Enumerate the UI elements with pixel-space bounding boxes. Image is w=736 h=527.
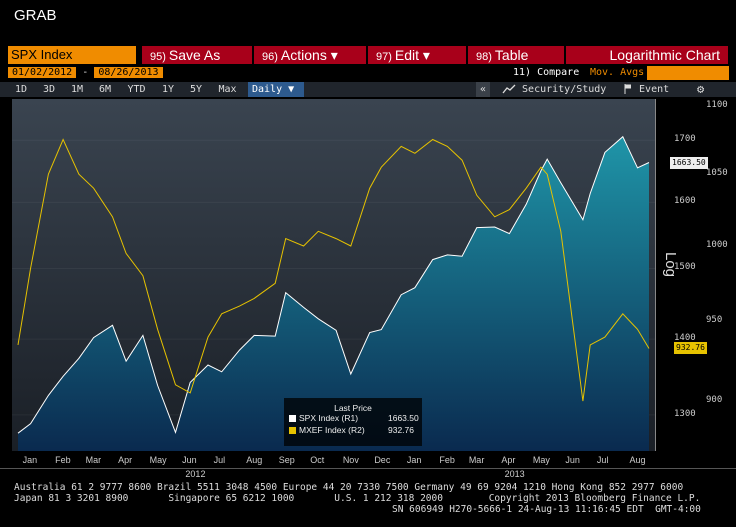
window-title: GRAB xyxy=(14,7,57,24)
footer-line-3: SN 606949 H270-5666-1 24-Aug-13 11:16:45… xyxy=(392,504,701,515)
x-tick-9: Oct xyxy=(310,455,325,465)
security-study-button[interactable]: Security/Study xyxy=(502,82,606,97)
x-tick-0: Jan xyxy=(22,455,38,465)
edit-button[interactable]: 97) Edit ▾ xyxy=(368,46,466,64)
edit-number: 97) xyxy=(376,51,392,63)
legend-entry-spx: SPX Index (R1) 1663.50 xyxy=(289,413,422,425)
collapse-button[interactable]: « xyxy=(476,82,490,97)
y-tick-right-1050: 1050 xyxy=(706,168,728,179)
period-5y[interactable]: 5Y xyxy=(189,84,203,95)
period-bar xyxy=(0,82,736,97)
x-tick-2: Mar xyxy=(85,455,102,465)
period-max[interactable]: Max xyxy=(218,84,237,95)
y-tick-right-1100: 1100 xyxy=(706,99,728,110)
legend-label-mxef: MXEF Index (R2) xyxy=(299,425,365,435)
x-tick-19: Aug xyxy=(629,455,646,465)
period-ytd[interactable]: YTD xyxy=(127,84,146,95)
mov-avgs-button[interactable]: Mov. Avgs xyxy=(590,67,645,78)
x-tick-11: Dec xyxy=(374,455,391,465)
compare-button[interactable]: 11) Compare xyxy=(513,67,580,78)
save-as-label: Save As xyxy=(168,47,221,63)
mxef-last-value-tag: 932.76 xyxy=(674,342,707,355)
x-tick-17: Jun xyxy=(565,455,580,465)
actions-label: Actions ▾ xyxy=(280,47,338,63)
footer-line-1: Australia 61 2 9777 8600 Brazil 5511 304… xyxy=(14,482,684,493)
spx-area-fill xyxy=(18,136,649,451)
start-date-input[interactable]: 01/02/2012 xyxy=(8,67,77,78)
right-axis-line xyxy=(655,99,656,451)
mov-avgs-field[interactable] xyxy=(647,66,729,80)
settings-gear-icon[interactable]: ⚙ xyxy=(697,82,705,96)
x-year-2013: 2013 xyxy=(504,469,525,479)
period-3d[interactable]: 3D xyxy=(42,84,56,95)
event-button[interactable]: Event xyxy=(624,82,669,97)
y-tick-right-900: 900 xyxy=(706,395,723,406)
actions-button[interactable]: 96) Actions ▾ xyxy=(254,46,366,64)
legend-title: Last Price xyxy=(334,403,372,413)
table-number: 98) xyxy=(476,51,492,63)
x-tick-6: Jul xyxy=(213,455,226,465)
save-as-number: 95) xyxy=(150,51,166,63)
x-tick-7: Aug xyxy=(246,455,263,465)
x-tick-10: Nov xyxy=(342,455,359,465)
legend: Last Price SPX Index (R1) 1663.50 MXEF I… xyxy=(284,398,422,446)
event-label: Event xyxy=(639,84,670,95)
log-axis-label: Log xyxy=(662,252,679,278)
study-chart-icon xyxy=(502,84,516,94)
y-tick-right-1000: 1000 xyxy=(706,239,728,250)
spx-last-value-tag: 1663.50 xyxy=(670,156,708,169)
save-as-button[interactable]: 95) Save As xyxy=(142,46,252,64)
x-tick-1: Feb xyxy=(55,455,71,465)
actions-number: 96) xyxy=(262,51,278,63)
flag-icon xyxy=(624,84,631,94)
x-tick-5: Jun xyxy=(182,455,197,465)
chart-type-button[interactable]: Logarithmic Chart xyxy=(566,46,728,64)
legend-entry-mxef: MXEF Index (R2) 932.76 xyxy=(289,425,422,437)
y-tick-left-1400: 1400 xyxy=(674,333,696,344)
footer-line-2: Japan 81 3 3201 8900 Singapore 65 6212 1… xyxy=(14,493,701,504)
security-study-label: Security/Study xyxy=(522,84,607,95)
ticker-field[interactable]: SPX Index xyxy=(8,46,136,64)
chart-plot-area xyxy=(12,99,655,451)
x-tick-8: Sep xyxy=(278,455,295,465)
period-1m[interactable]: 1M xyxy=(70,84,84,95)
x-tick-18: Jul xyxy=(596,455,609,465)
date-range: 01/02/2012 - 08/26/2013 xyxy=(8,66,163,80)
y-tick-left-1600: 1600 xyxy=(674,196,696,207)
y-tick-left-1300: 1300 xyxy=(674,408,696,419)
x-tick-4: May xyxy=(149,455,167,465)
y-tick-left-1500: 1500 xyxy=(674,262,696,273)
legend-value-spx: 1663.50 xyxy=(388,413,419,423)
end-date-input[interactable]: 08/26/2013 xyxy=(94,67,163,78)
legend-swatch-mxef xyxy=(289,427,296,435)
mxef-series-line xyxy=(17,138,650,402)
x-tick-3: Apr xyxy=(118,455,133,465)
x-year-2012: 2012 xyxy=(185,469,206,479)
period-1d[interactable]: 1D xyxy=(14,84,28,95)
x-tick-14: Mar xyxy=(468,455,485,465)
x-tick-16: May xyxy=(532,455,550,465)
date-separator: - xyxy=(82,67,89,78)
x-tick-15: Apr xyxy=(501,455,516,465)
x-tick-12: Jan xyxy=(406,455,422,465)
legend-value-mxef: 932.76 xyxy=(388,425,414,435)
table-button[interactable]: 98) Table xyxy=(468,46,564,64)
period-6m[interactable]: 6M xyxy=(98,84,112,95)
axis-divider xyxy=(0,468,736,469)
frequency-dropdown[interactable]: Daily ▼ xyxy=(248,82,304,97)
legend-swatch-spx xyxy=(289,415,296,423)
edit-label: Edit ▾ xyxy=(394,47,430,63)
legend-label-spx: SPX Index (R1) xyxy=(299,413,359,423)
table-label: Table xyxy=(494,47,529,63)
x-tick-13: Feb xyxy=(439,455,455,465)
spx-series-line xyxy=(17,135,650,434)
period-1y[interactable]: 1Y xyxy=(161,84,175,95)
y-tick-right-950: 950 xyxy=(706,315,723,326)
y-tick-left-1700: 1700 xyxy=(674,134,696,145)
